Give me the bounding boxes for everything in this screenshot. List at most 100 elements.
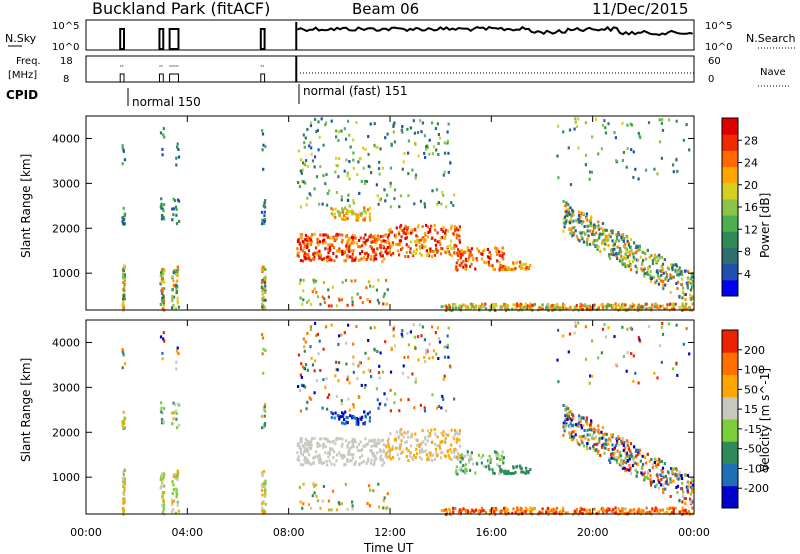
echo-cell — [608, 457, 611, 461]
echo-cell — [435, 148, 438, 152]
echo-cell — [302, 254, 306, 258]
echo-cell — [373, 143, 376, 147]
echo-cell — [405, 251, 408, 254]
echo-cell — [463, 250, 466, 254]
echo-cell — [445, 228, 448, 232]
echo-cell — [161, 299, 164, 303]
echo-cell — [586, 304, 589, 308]
echo-cell — [659, 344, 662, 348]
echo-cell — [344, 235, 348, 239]
echo-cell — [351, 507, 354, 511]
echo-cell — [426, 235, 429, 239]
echo-cell — [123, 274, 126, 278]
echo-cell — [428, 152, 431, 156]
echo-cell — [640, 267, 643, 271]
echo-cell — [161, 147, 164, 151]
echo-cell — [174, 307, 177, 310]
nave-tick-low: 0 — [708, 74, 714, 85]
echo-cell — [484, 261, 488, 265]
echo-cell — [590, 374, 593, 378]
echo-cell — [375, 387, 378, 391]
echo-cell — [423, 202, 426, 206]
cpid-label: CPID — [6, 88, 38, 102]
echo-cell — [444, 231, 447, 235]
echo-cell — [388, 445, 391, 449]
echo-cell — [596, 451, 599, 455]
echo-cell — [304, 136, 307, 140]
echo-cell — [603, 451, 606, 455]
echo-cell — [575, 303, 578, 307]
echo-cell — [446, 245, 449, 249]
echo-cell — [571, 208, 574, 212]
echo-cell — [161, 351, 164, 355]
nsky-line — [297, 25, 693, 37]
echo-cell — [353, 438, 356, 442]
echo-cell — [175, 360, 178, 364]
echo-cell — [624, 307, 627, 311]
echo-cell — [261, 222, 264, 226]
echo-cell — [452, 506, 455, 510]
echo-cell — [658, 457, 661, 461]
echo-cell — [657, 274, 660, 278]
echo-cell — [675, 282, 678, 285]
echo-cell — [363, 410, 366, 414]
echo-cell — [664, 283, 667, 287]
echo-cell — [174, 205, 178, 209]
echo-cell — [458, 234, 461, 238]
echo-cell — [689, 288, 693, 292]
echo-cell — [358, 156, 361, 160]
echo-cell — [580, 219, 583, 223]
echo-cell — [568, 417, 571, 420]
echo-cell — [308, 144, 311, 148]
echo-cell — [402, 435, 405, 439]
echo-cell — [580, 416, 583, 420]
echo-cell — [366, 412, 370, 416]
echo-cell — [300, 233, 303, 237]
echo-cell — [392, 251, 395, 255]
echo-cell — [431, 121, 434, 125]
echo-cell — [318, 456, 321, 460]
echo-cell — [177, 352, 180, 355]
echo-cell — [373, 461, 376, 465]
echo-cell — [346, 217, 349, 221]
echo-cell — [447, 229, 450, 233]
echo-cell — [450, 443, 453, 447]
echo-cell — [261, 265, 265, 269]
echo-cell — [373, 122, 376, 126]
echo-cell — [365, 251, 368, 255]
echo-cell — [447, 170, 450, 174]
echo-cell — [663, 462, 666, 466]
echo-cell — [489, 257, 492, 261]
echo-cell — [455, 440, 458, 444]
echo-cell — [122, 501, 125, 505]
echo-cell — [403, 227, 406, 231]
echo-cell — [626, 147, 629, 150]
echo-cell — [434, 238, 437, 242]
echo-cell — [313, 369, 316, 373]
echo-cell — [617, 231, 620, 234]
echo-cell — [469, 454, 472, 458]
echo-cell — [406, 226, 409, 230]
echo-cell — [392, 455, 395, 459]
echo-cell — [667, 482, 670, 486]
echo-cell — [610, 452, 613, 456]
echo-cell — [452, 302, 455, 306]
echo-cell — [387, 437, 390, 441]
echo-cell — [407, 435, 410, 439]
echo-cell — [306, 164, 309, 168]
echo-cell — [419, 238, 422, 242]
echo-cell — [401, 125, 404, 128]
echo-cell — [606, 438, 609, 442]
echo-cell — [313, 491, 316, 495]
echo-cell — [457, 432, 460, 436]
echo-cell — [685, 327, 688, 331]
echo-cell — [632, 459, 635, 463]
echo-cell — [405, 455, 408, 458]
echo-cell — [337, 175, 340, 179]
echo-cell — [682, 342, 685, 346]
echo-cell — [578, 239, 581, 243]
echo-cell — [351, 239, 354, 242]
echo-cell — [462, 265, 465, 269]
echo-cell — [469, 511, 472, 514]
echo-cell — [540, 305, 543, 309]
